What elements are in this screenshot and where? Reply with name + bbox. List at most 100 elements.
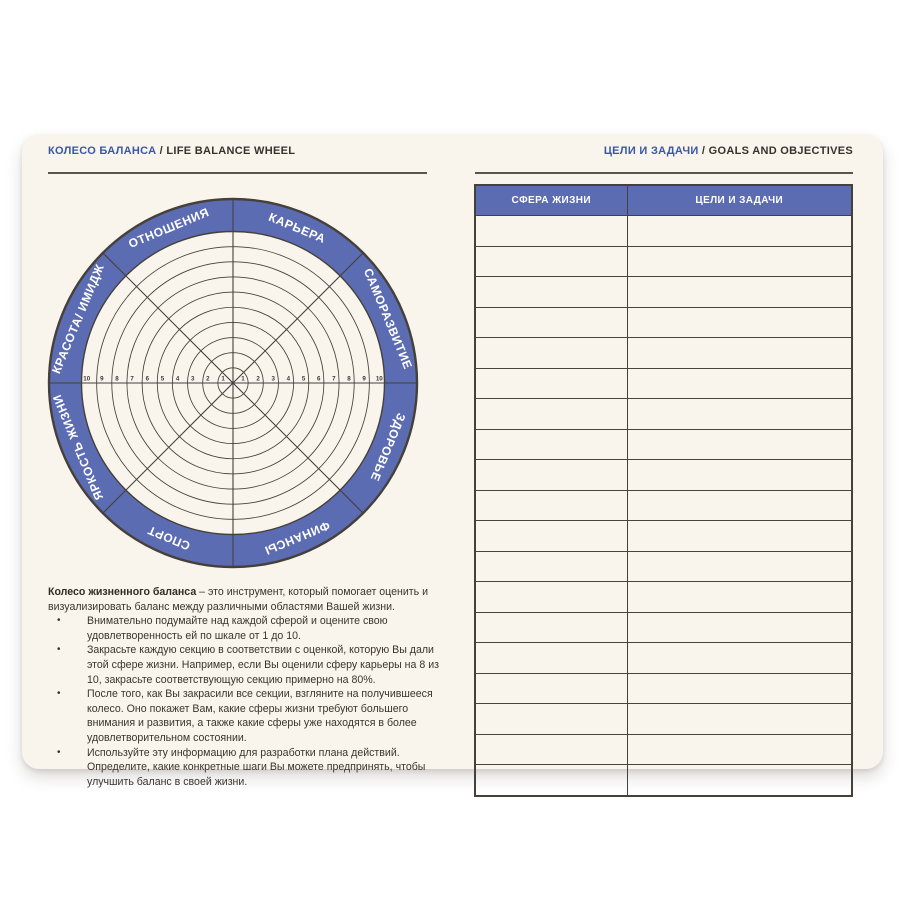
life-balance-wheel-chart: 1 12 23 34 45 56 67 78 89 910 10КАРЬЕРАСАМОРАЗВИТИ… <box>47 197 419 569</box>
left-page-header: КОЛЕСО БАЛАНСА / LIFE BALANCE WHEEL <box>48 145 427 174</box>
table-row <box>474 306 853 338</box>
table-row <box>474 276 853 308</box>
right-header-separator: / <box>698 145 709 157</box>
table-row <box>474 672 853 704</box>
cell-goals <box>626 367 853 399</box>
table-row <box>474 581 853 613</box>
cell-life-sphere <box>474 306 628 338</box>
table-row <box>474 764 853 796</box>
wheel-scale-number: 6 <box>317 375 321 382</box>
bullet-icon: • <box>57 688 61 700</box>
cell-life-sphere <box>474 337 628 369</box>
instruction-text: Закрасьте каждую секцию в соответствии с… <box>87 644 439 686</box>
table-row <box>474 367 853 399</box>
cell-goals <box>626 703 853 735</box>
table-row <box>474 459 853 491</box>
instructions-block: Колесо жизненного баланса – это инструме… <box>48 585 452 789</box>
wheel-scale-number: 10 <box>83 375 90 382</box>
cell-life-sphere <box>474 581 628 613</box>
cell-goals <box>626 276 853 308</box>
cell-life-sphere <box>474 733 628 765</box>
cell-goals <box>626 459 853 491</box>
wheel-scale-number: 7 <box>332 375 336 382</box>
cell-goals <box>626 215 853 247</box>
instruction-text: Внимательно подумайте над каждой сферой … <box>87 615 388 642</box>
bullet-icon: • <box>57 644 61 656</box>
cell-goals <box>626 306 853 338</box>
bullet-icon: • <box>57 615 61 627</box>
cell-life-sphere <box>474 398 628 430</box>
table-row <box>474 428 853 460</box>
goals-table-header-row: СФЕРА ЖИЗНИ ЦЕЛИ И ЗАДАЧИ <box>474 184 853 216</box>
instruction-text: Используйте эту информацию для разработк… <box>87 746 426 788</box>
column-header-goals: ЦЕЛИ И ЗАДАЧИ <box>626 184 853 216</box>
wheel-scale-number: 5 <box>161 375 165 382</box>
wheel-scale-number: 1 <box>241 375 245 382</box>
wheel-scale-number: 4 <box>287 375 291 382</box>
wheel-scale-number: 7 <box>130 375 134 382</box>
table-row <box>474 642 853 674</box>
cell-goals <box>626 489 853 521</box>
cell-life-sphere <box>474 245 628 277</box>
table-row <box>474 489 853 521</box>
life-balance-wheel: 1 1 2 2 3 3 4 4 5 5 6 6 7 7 8 8 9 9 10 10 КАРЬЕРА САМОРАЗВИТИ… <box>47 197 419 569</box>
cell-life-sphere <box>474 276 628 308</box>
cell-life-sphere <box>474 611 628 643</box>
cell-life-sphere <box>474 764 628 796</box>
wheel-scale-ring <box>187 337 279 429</box>
planner-page: КОЛЕСО БАЛАНСА / LIFE BALANCE WHEEL ЦЕЛИ… <box>22 135 883 797</box>
right-header-title-en: GOALS AND OBJECTIVES <box>708 145 853 157</box>
right-page-header: ЦЕЛИ И ЗАДАЧИ / GOALS AND OBJECTIVES <box>475 145 853 174</box>
left-header-separator: / <box>156 145 167 157</box>
wheel-scale-ring <box>96 246 370 520</box>
table-row <box>474 337 853 369</box>
wheel-scale-number: 1 <box>221 375 225 382</box>
cell-life-sphere <box>474 672 628 704</box>
table-row <box>474 733 853 765</box>
cell-goals <box>626 733 853 765</box>
cell-goals <box>626 245 853 277</box>
cell-goals <box>626 642 853 674</box>
wheel-scale-number: 2 <box>256 375 260 382</box>
cell-goals <box>626 581 853 613</box>
cell-life-sphere <box>474 428 628 460</box>
wheel-scale-number: 9 <box>100 375 104 382</box>
wheel-scale-ring <box>111 261 355 505</box>
column-header-life-sphere: СФЕРА ЖИЗНИ <box>474 184 628 216</box>
wheel-scale-number: 10 <box>376 375 383 382</box>
cell-life-sphere <box>474 367 628 399</box>
instruction-item: • Внимательно подумайте над каждой сферой… <box>48 614 452 643</box>
wheel-scale-number: 9 <box>362 375 366 382</box>
instruction-item: • После того, как Вы закрасили все секции… <box>48 687 452 745</box>
table-row <box>474 215 853 247</box>
wheel-scale-ring <box>141 291 325 475</box>
cell-goals <box>626 672 853 704</box>
cell-goals <box>626 550 853 582</box>
instructions-lead-rest: – это инструмент, который помогает оцени… <box>48 586 429 613</box>
instructions-lead: Колесо жизненного баланса <box>48 586 197 598</box>
cell-life-sphere <box>474 459 628 491</box>
wheel-scale-ring <box>202 352 264 414</box>
instruction-item: • Используйте эту информацию для разработ… <box>48 746 452 790</box>
cell-life-sphere <box>474 215 628 247</box>
cell-life-sphere <box>474 642 628 674</box>
table-row <box>474 703 853 735</box>
wheel-scale-number: 5 <box>302 375 306 382</box>
table-row <box>474 611 853 643</box>
left-header-title-en: LIFE BALANCE WHEEL <box>166 145 296 157</box>
wheel-scale-number: 8 <box>347 375 351 382</box>
right-header-title-ru: ЦЕЛИ И ЗАДАЧИ <box>603 145 699 157</box>
bullet-icon: • <box>57 746 61 758</box>
goals-table: СФЕРА ЖИЗНИ ЦЕЛИ И ЗАДАЧИ <box>474 184 853 797</box>
cell-life-sphere <box>474 489 628 521</box>
left-header-title-ru: КОЛЕСО БАЛАНСА <box>48 145 157 157</box>
cell-goals <box>626 611 853 643</box>
table-row <box>474 550 853 582</box>
wheel-scale-ring <box>217 367 249 399</box>
wheel-scale-number: 2 <box>206 375 210 382</box>
cell-life-sphere <box>474 703 628 735</box>
wheel-spoke <box>102 252 364 514</box>
instruction-item: • Закрасьте каждую секцию в соответствии … <box>48 643 452 687</box>
wheel-scale-number: 3 <box>191 375 195 382</box>
